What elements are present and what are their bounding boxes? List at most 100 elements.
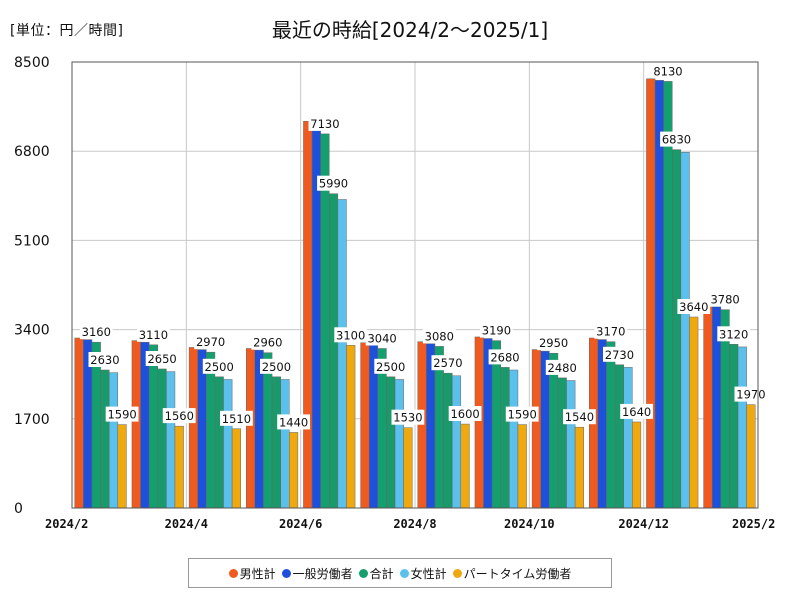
bar <box>174 425 184 509</box>
bar <box>574 426 584 509</box>
data-label: 3640 <box>679 300 708 314</box>
legend: 男性計 一般労働者 合計 女性計 パートタイム労働者 <box>188 558 612 588</box>
bar <box>460 423 470 509</box>
bar <box>632 421 642 509</box>
y-tick-label: 0 <box>14 501 23 517</box>
data-label-bg <box>374 358 408 374</box>
legend-label: 一般労働者 <box>292 566 353 581</box>
data-label-bg <box>145 351 179 366</box>
x-tick-label: 2024/8 <box>393 517 436 531</box>
x-tick-label: 2024/12 <box>618 517 669 531</box>
bar <box>280 379 290 509</box>
data-label-bg <box>431 355 465 371</box>
bar <box>549 352 559 509</box>
data-label-bg <box>545 359 579 375</box>
chart-title: 最近の時給[2024/2〜2025/1] <box>271 18 549 42</box>
bar <box>614 364 624 509</box>
bar <box>360 342 370 509</box>
bar <box>117 424 127 509</box>
bar <box>289 432 299 509</box>
bar <box>346 345 356 509</box>
bar <box>500 367 510 509</box>
data-label: 3100 <box>336 328 365 342</box>
data-label-bg <box>488 349 522 365</box>
data-label-bg <box>603 346 636 362</box>
data-label: 2680 <box>490 350 519 364</box>
legend-marker <box>228 568 238 578</box>
bar <box>386 376 396 509</box>
data-label-bg <box>202 358 236 374</box>
x-tick-label: 2024/4 <box>165 517 208 531</box>
data-label: 3080 <box>425 329 454 343</box>
bar <box>231 428 241 509</box>
bar <box>148 344 158 509</box>
legend-label: 女性計 <box>410 566 447 581</box>
data-label-bg <box>734 386 768 402</box>
data-label: 1560 <box>165 409 194 423</box>
data-label-bg <box>563 409 596 425</box>
data-label: 1590 <box>107 408 136 422</box>
bar <box>451 375 462 509</box>
bar <box>417 341 427 509</box>
data-label: 2650 <box>147 352 176 366</box>
y-tick-label: 3400 <box>14 323 50 339</box>
data-label-bg <box>677 299 711 314</box>
data-label: 1590 <box>508 408 537 422</box>
data-label: 2730 <box>605 348 634 362</box>
data-label-bg <box>162 408 196 424</box>
data-label: 7130 <box>310 117 339 131</box>
bar <box>131 340 141 509</box>
data-label-bg <box>651 63 685 79</box>
bar <box>166 371 176 509</box>
data-label: 2970 <box>196 335 225 349</box>
bar <box>263 352 273 509</box>
data-label-bg <box>334 327 368 343</box>
legend-marker <box>452 568 462 578</box>
bar <box>91 341 101 509</box>
data-label: 3780 <box>710 293 739 307</box>
bars <box>74 78 756 509</box>
bar <box>74 337 84 509</box>
data-label: 1530 <box>393 411 422 425</box>
data-label: 2500 <box>376 360 405 374</box>
bar <box>680 152 690 509</box>
bar <box>337 199 347 509</box>
bar <box>623 367 633 509</box>
y-tick-label: 1700 <box>14 412 50 428</box>
legend-item: パートタイム労働者 <box>452 565 571 582</box>
bar <box>329 193 339 509</box>
data-label: 3170 <box>596 325 625 339</box>
data-label: 1510 <box>222 412 251 426</box>
data-label: 6830 <box>662 133 691 147</box>
data-label-bg <box>194 334 227 350</box>
bar <box>157 368 167 509</box>
bar <box>703 303 713 509</box>
data-label: 2960 <box>253 336 282 350</box>
bar <box>557 377 567 509</box>
data-label: 3160 <box>82 325 111 339</box>
data-label: 1440 <box>279 415 308 429</box>
x-tick-label: 2025/2 <box>732 517 775 531</box>
legend-item: 女性計 <box>399 565 447 582</box>
bar <box>223 379 233 509</box>
bar <box>729 344 739 509</box>
data-label: 1970 <box>736 388 765 402</box>
data-label: 2500 <box>262 360 291 374</box>
bar <box>403 427 413 509</box>
bar <box>606 341 616 509</box>
legend-item: 一般労働者 <box>281 565 353 582</box>
bar <box>597 339 607 509</box>
bar <box>246 348 256 509</box>
bar <box>737 346 747 509</box>
data-label-bg <box>365 330 399 346</box>
bar <box>746 404 756 509</box>
legend-label: 男性計 <box>239 566 276 581</box>
data-label-bg <box>448 406 482 421</box>
bar <box>689 316 699 509</box>
data-label: 2500 <box>205 360 234 374</box>
data-label-bg <box>105 406 139 422</box>
bar <box>140 341 150 509</box>
data-label-bg <box>708 291 742 307</box>
data-label: 2480 <box>548 361 577 375</box>
data-label-bg <box>317 175 350 191</box>
